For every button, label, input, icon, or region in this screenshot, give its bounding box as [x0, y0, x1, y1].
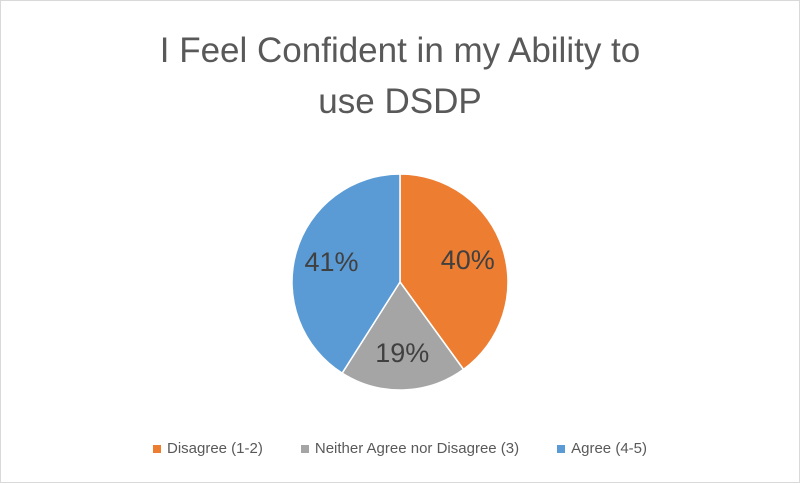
legend-swatch-disagree — [152, 444, 161, 453]
data-label-agree: 41% — [305, 247, 359, 277]
chart-title-line-2: use DSDP — [318, 82, 482, 121]
legend-label-agree: Agree (4-5) — [571, 440, 647, 457]
legend-label-neither: Neither Agree nor Disagree (3) — [314, 440, 520, 457]
chart-title: I Feel Confident in my Ability to use DS… — [1, 25, 799, 127]
legend-item-disagree: Disagree (1-2) — [152, 440, 263, 457]
chart-title-line-1: I Feel Confident in my Ability to — [159, 31, 641, 70]
legend-item-agree: Agree (4-5) — [557, 440, 647, 457]
pie-slice-agree — [291, 173, 401, 375]
legend-item-neither: Neither Agree nor Disagree (3) — [300, 440, 520, 457]
legend: Disagree (1-2) Neither Agree nor Disagre… — [1, 440, 799, 457]
legend-swatch-neither — [300, 444, 309, 453]
data-label-disagree: 40% — [441, 245, 495, 275]
legend-swatch-agree — [557, 444, 566, 453]
data-label-neither: 19% — [375, 338, 429, 368]
pie-slice-disagree — [399, 173, 509, 371]
legend-label-disagree: Disagree (1-2) — [166, 440, 263, 457]
pie-slice-neither — [341, 280, 465, 391]
